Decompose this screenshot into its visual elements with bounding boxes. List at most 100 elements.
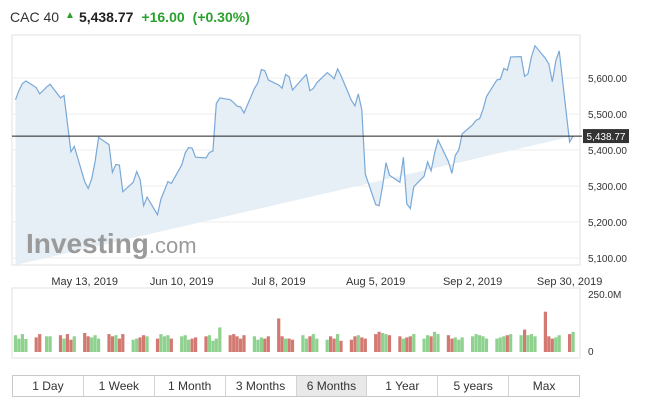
volume-bar	[90, 337, 94, 352]
triangle-up-icon: ▲	[65, 9, 75, 21]
index-name: CAC 40	[10, 9, 60, 25]
watermark-brand: Investing	[26, 228, 149, 259]
volume-bar	[311, 334, 315, 352]
volume-bar	[471, 336, 475, 352]
range-button-1-day[interactable]: 1 Day	[13, 376, 84, 396]
range-button-6-months[interactable]: 6 Months	[296, 376, 368, 396]
volume-bar	[284, 338, 288, 352]
volume-bar	[325, 339, 329, 352]
volume-bar	[62, 338, 66, 352]
range-button-3-months[interactable]: 3 Months	[226, 376, 297, 396]
volume-bar	[69, 339, 73, 352]
volume-bar	[304, 338, 308, 352]
current-price-label: 5,438.77	[587, 132, 626, 143]
volume-bar	[360, 337, 364, 352]
volume-bar	[547, 336, 551, 352]
price-area	[15, 45, 574, 265]
volume-bar	[211, 340, 215, 352]
volume-bar	[308, 336, 312, 352]
volume-bar	[533, 336, 537, 352]
volume-bar	[277, 318, 281, 352]
volume-bar	[408, 336, 412, 352]
volume-bar	[481, 336, 485, 352]
volume-bar	[519, 335, 523, 352]
volume-bar	[363, 338, 367, 352]
volume-bar	[432, 331, 437, 352]
volume-bar	[453, 337, 457, 352]
volume-bar	[145, 336, 149, 352]
volume-bar	[159, 334, 163, 352]
last-price: 5,438.77	[78, 9, 134, 25]
volume-bar	[315, 338, 319, 352]
volume-bar	[329, 336, 333, 352]
volume-bar	[266, 336, 270, 352]
volume-bar	[135, 338, 139, 352]
range-button-max[interactable]: Max	[532, 379, 556, 393]
x-tick-label: Jun 10, 2019	[150, 276, 214, 288]
volume-bar	[557, 335, 561, 352]
volume-bar	[218, 327, 222, 352]
volume-bar	[207, 335, 211, 352]
y-tick-label: 5,200.00	[588, 218, 627, 229]
volume-bar	[280, 336, 284, 352]
x-tick-label: Sep 2, 2019	[443, 276, 502, 288]
volume-bar	[398, 336, 402, 352]
volume-bar	[457, 339, 461, 352]
volume-bar	[232, 334, 236, 352]
volume-bar	[353, 336, 357, 352]
volume-bar	[204, 336, 208, 352]
volume-bar	[495, 338, 499, 352]
range-button-1-week[interactable]: 1 Week	[84, 376, 155, 396]
volume-bar	[194, 337, 198, 352]
volume-bar	[502, 336, 506, 352]
volume-bar	[48, 336, 52, 352]
volume-bar	[110, 336, 114, 352]
volume-bar	[381, 333, 385, 352]
volume-bar	[478, 335, 482, 352]
volume-bar	[180, 336, 184, 352]
volume-bar	[131, 339, 135, 352]
volume-bar	[214, 338, 218, 352]
volume-bar	[86, 336, 90, 352]
volume-bar	[374, 334, 378, 352]
volume-bar	[34, 337, 38, 352]
watermark-suffix: .com	[149, 233, 197, 258]
range-button-1-year[interactable]: 1 Year	[367, 376, 439, 396]
volume-bar	[239, 338, 243, 352]
volume-bar	[65, 334, 69, 352]
volume-bar	[17, 338, 21, 352]
volume-bar	[484, 338, 489, 352]
price-change: +16.00	[141, 9, 185, 25]
volume-bar	[263, 338, 267, 352]
watermark-logo: Investing.com	[26, 228, 197, 259]
volume-bar	[332, 338, 336, 352]
range-button-5-years[interactable]: 5 years	[438, 376, 510, 396]
volume-bar	[45, 336, 49, 352]
current-price-tag	[583, 129, 629, 144]
volume-bar	[526, 335, 530, 352]
volume-bar	[58, 335, 63, 352]
volume-bar	[446, 335, 450, 352]
volume-bar	[235, 336, 239, 352]
volume-bar	[384, 334, 388, 352]
volume-bar	[339, 340, 343, 352]
volume-zero-label: 0	[588, 347, 594, 358]
time-range-selector: 1 Day 1 Week 1 Month 3 Months 6 Months 1 Year…	[12, 375, 580, 397]
volume-bar	[24, 339, 28, 352]
volume-bar	[529, 334, 534, 352]
volume-bar	[187, 339, 191, 352]
volume-bar	[290, 339, 295, 352]
volume-bar	[242, 335, 246, 352]
range-button-1-month[interactable]: 1 Month	[155, 376, 226, 396]
volume-bar	[498, 337, 502, 352]
volume-bar	[301, 335, 305, 352]
volume-bar	[349, 339, 353, 352]
volume-bar	[72, 336, 76, 352]
volume-bar	[460, 337, 464, 352]
volume-bar	[356, 335, 360, 352]
y-tick-label: 5,600.00	[588, 74, 627, 85]
quote-header: CAC 40 ▲ 5,438.77 +16.00 (+0.30%)	[10, 6, 258, 28]
volume-bar	[474, 334, 478, 352]
volume-bar	[401, 338, 405, 352]
volume-bar	[509, 334, 513, 352]
